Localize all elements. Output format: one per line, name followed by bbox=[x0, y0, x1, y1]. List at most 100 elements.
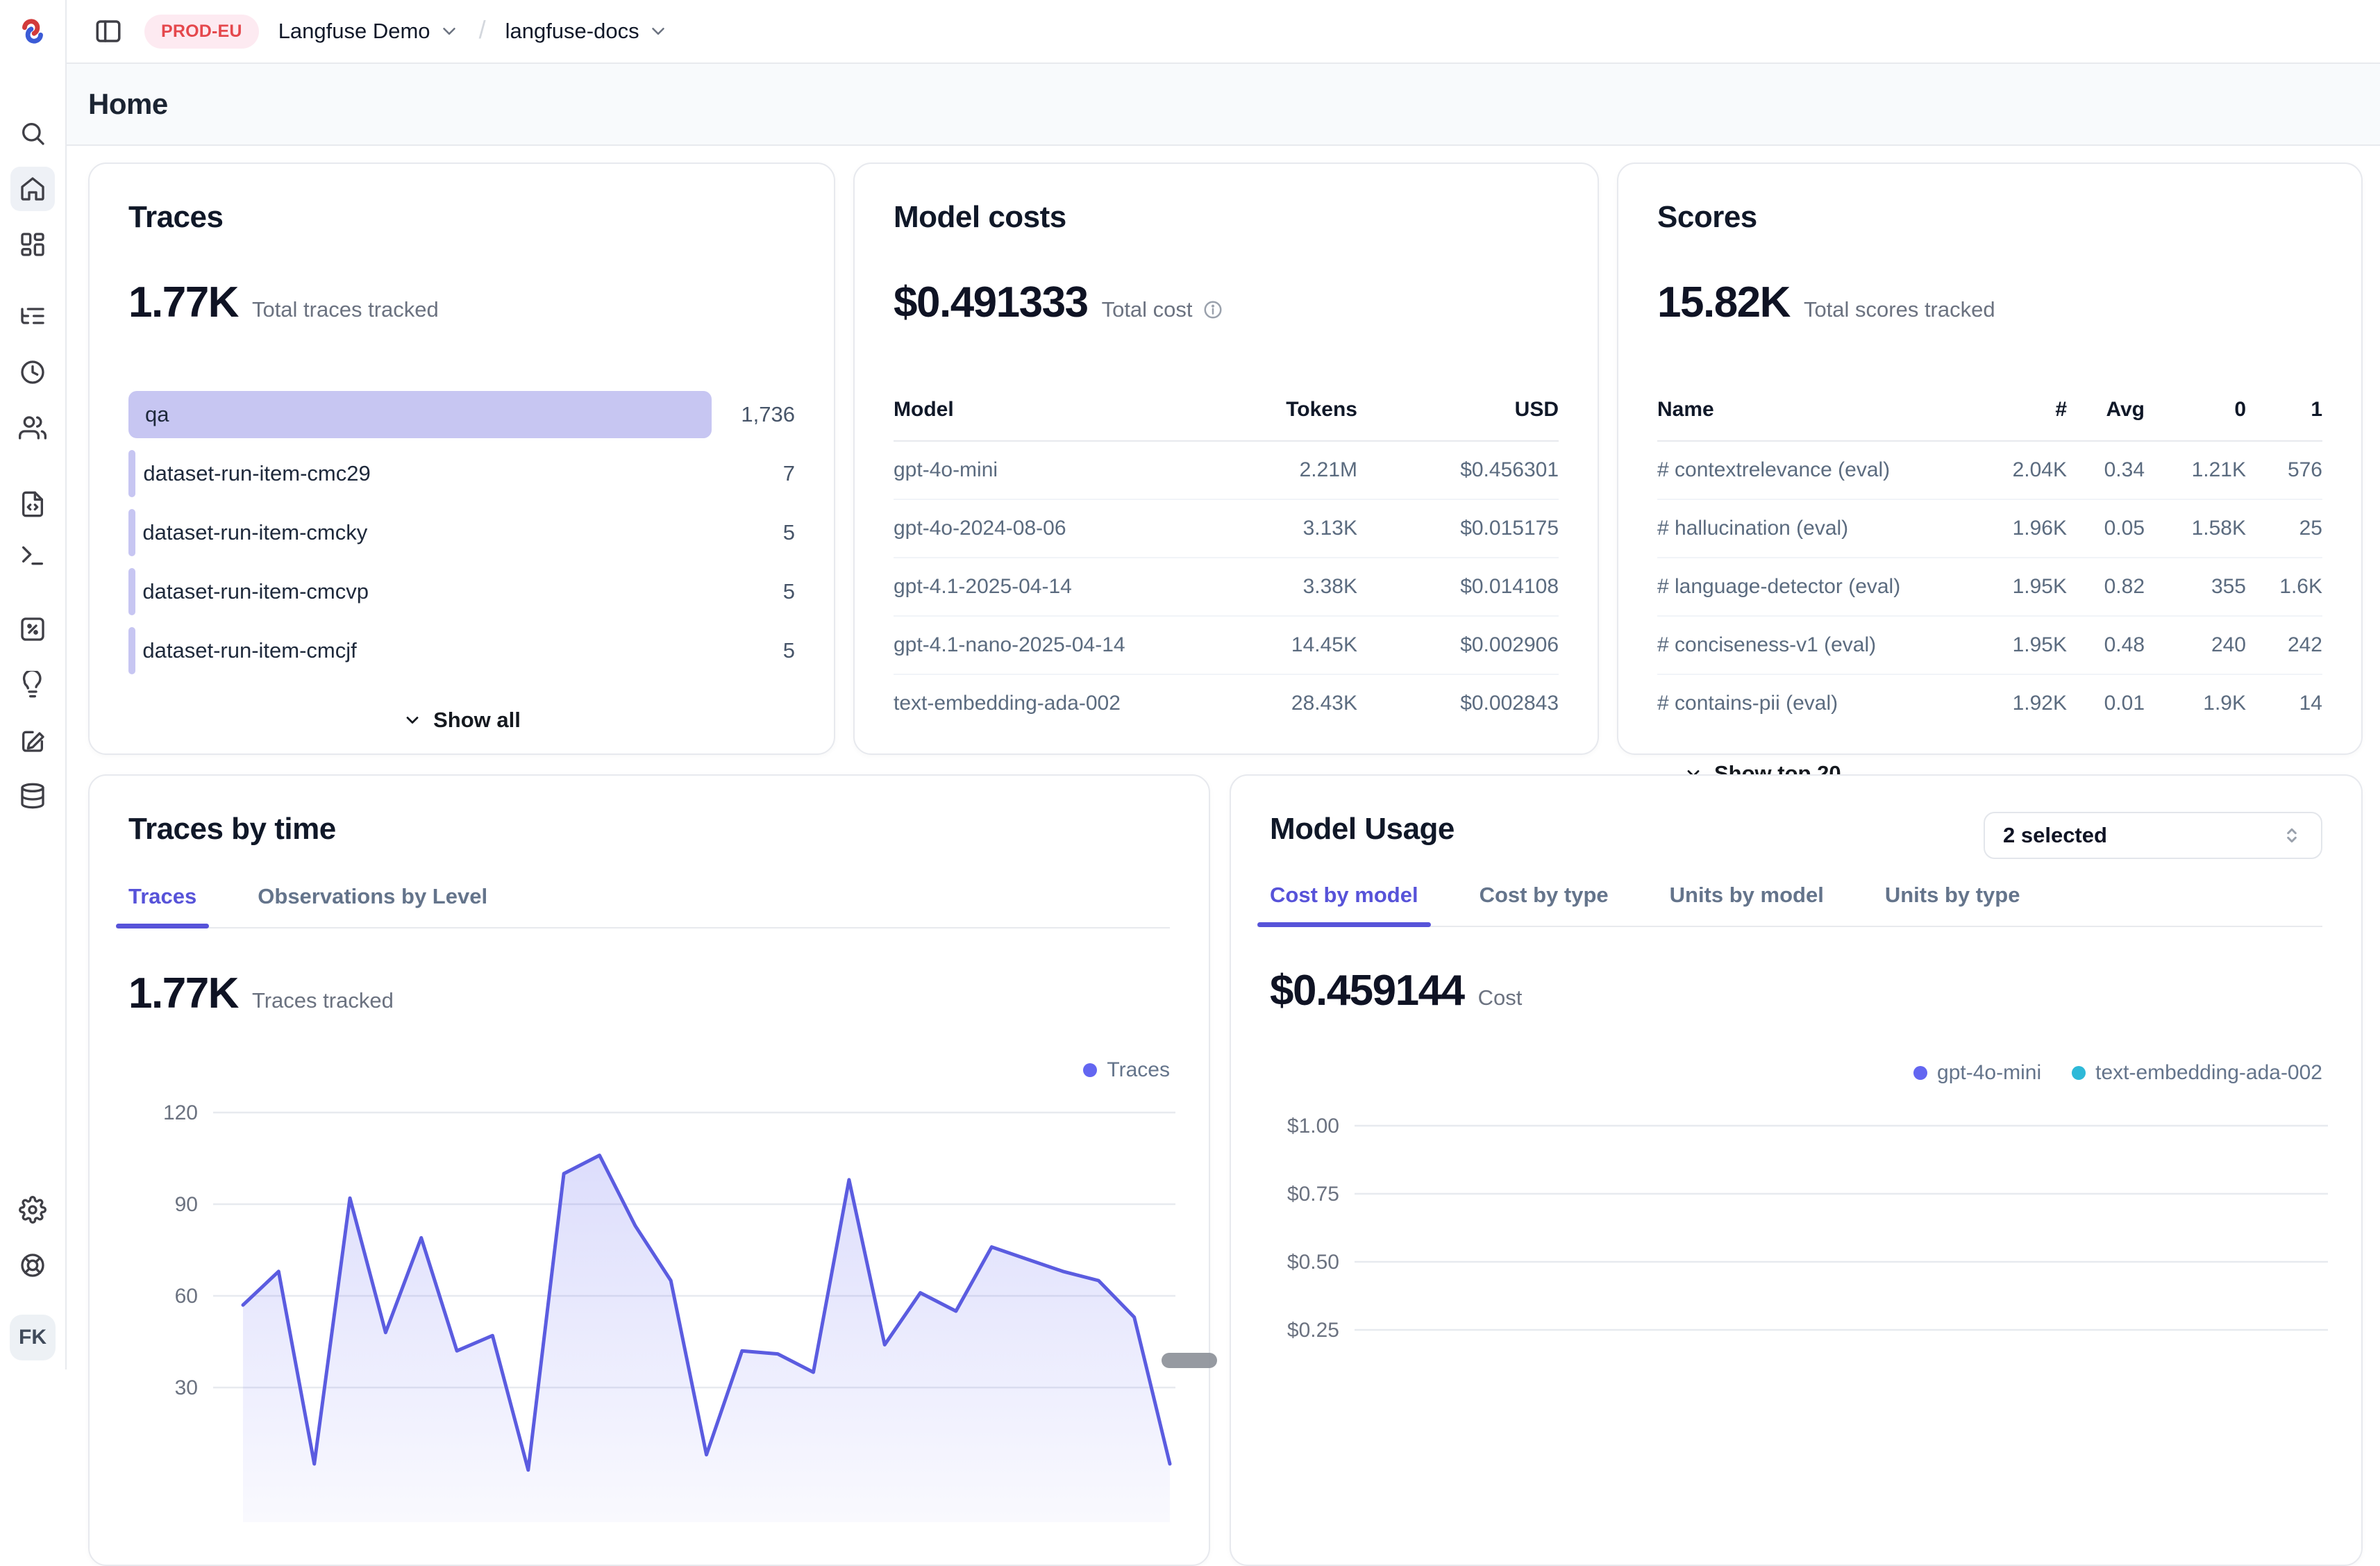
tab-observations-by-level[interactable]: Observations by Level bbox=[245, 884, 500, 927]
trace-list-item[interactable]: dataset-run-item-cmcjf 5 bbox=[128, 627, 795, 674]
trace-list-item[interactable]: dataset-run-item-cmcky 5 bbox=[128, 509, 795, 556]
tab-traces[interactable]: Traces bbox=[116, 884, 209, 927]
tab-units-by-type[interactable]: Units by type bbox=[1872, 883, 2033, 926]
scores-total: 15.82K bbox=[1657, 278, 1790, 327]
traces-subtitle: Total traces tracked bbox=[252, 297, 439, 322]
card-title: Traces by time bbox=[128, 812, 1170, 847]
scores-subtitle: Total scores tracked bbox=[1804, 297, 1995, 322]
trace-count: 1,736 bbox=[712, 402, 795, 427]
chevrons-up-down-icon bbox=[2281, 824, 2303, 847]
trace-label: dataset-run-item-cmcky bbox=[142, 520, 367, 545]
show-all-button[interactable]: Show all bbox=[128, 708, 795, 733]
horizontal-scrollbar-thumb[interactable] bbox=[1162, 1353, 1217, 1368]
page-title: Home bbox=[88, 88, 168, 121]
trace-label: dataset-run-item-cmc29 bbox=[143, 461, 370, 486]
annotation-queues-icon[interactable] bbox=[10, 718, 55, 763]
environment-badge[interactable]: PROD-EU bbox=[144, 15, 259, 49]
svg-text:90: 90 bbox=[175, 1193, 198, 1216]
sidebar: FK bbox=[0, 0, 67, 1369]
tracing-icon[interactable] bbox=[10, 294, 55, 338]
traces-card: Traces 1.77K Total traces tracked qa 1,73… bbox=[88, 163, 835, 755]
svg-text:30: 30 bbox=[175, 1376, 198, 1399]
chevron-down-icon bbox=[403, 710, 422, 730]
org-name: Langfuse Demo bbox=[278, 19, 430, 44]
svg-text:60: 60 bbox=[175, 1285, 198, 1308]
tab-cost-by-type[interactable]: Cost by type bbox=[1467, 883, 1621, 926]
trace-bar bbox=[128, 391, 712, 438]
total-cost: $0.491333 bbox=[894, 278, 1088, 327]
dashboards-icon[interactable] bbox=[10, 222, 55, 267]
trace-count: 5 bbox=[712, 520, 795, 545]
breadcrumb-separator: / bbox=[479, 15, 486, 44]
users-icon[interactable] bbox=[10, 406, 55, 450]
svg-text:120: 120 bbox=[163, 1101, 198, 1124]
project-selector[interactable]: langfuse-docs bbox=[505, 19, 669, 44]
user-avatar[interactable]: FK bbox=[10, 1315, 56, 1360]
prompts-icon[interactable] bbox=[10, 482, 55, 526]
svg-text:$0.25: $0.25 bbox=[1287, 1319, 1339, 1342]
chevron-down-icon bbox=[439, 21, 460, 42]
svg-text:$0.50: $0.50 bbox=[1287, 1251, 1339, 1274]
langfuse-logo[interactable] bbox=[18, 17, 47, 46]
playground-icon[interactable] bbox=[10, 533, 55, 578]
trace-label: dataset-run-item-cmcjf bbox=[142, 638, 356, 663]
legend-dot bbox=[1913, 1066, 1927, 1080]
traces-by-time-chart[interactable]: 120 90 60 30 bbox=[128, 1092, 1170, 1526]
legend-item: Traces bbox=[1083, 1058, 1170, 1082]
traces-total: 1.77K bbox=[128, 278, 238, 327]
search-icon[interactable] bbox=[10, 111, 55, 156]
insights-icon[interactable] bbox=[10, 663, 55, 707]
card-title: Model Usage bbox=[1270, 812, 1455, 847]
card-title: Traces bbox=[128, 200, 795, 235]
svg-text:$1.00: $1.00 bbox=[1287, 1115, 1339, 1138]
legend-dot bbox=[1083, 1063, 1097, 1077]
info-icon[interactable] bbox=[1202, 299, 1223, 320]
evaluations-icon[interactable] bbox=[10, 607, 55, 651]
card-title: Model costs bbox=[894, 200, 1559, 235]
traces-chart-legend: Traces bbox=[128, 1058, 1170, 1082]
trace-list-item[interactable]: dataset-run-item-cmc29 7 bbox=[128, 450, 795, 497]
trace-bar bbox=[128, 627, 135, 674]
page-header: Home bbox=[67, 64, 2380, 146]
traces-tracked-value: 1.77K bbox=[128, 969, 238, 1018]
trace-bar bbox=[128, 568, 135, 615]
support-icon[interactable] bbox=[10, 1243, 55, 1288]
datasets-icon[interactable] bbox=[10, 774, 55, 818]
trace-count: 7 bbox=[712, 461, 795, 486]
model-usage-tabs: Cost by model Cost by type Units by model U… bbox=[1257, 883, 2322, 927]
chevron-down-icon bbox=[648, 21, 669, 42]
trace-count: 5 bbox=[712, 638, 795, 663]
org-selector[interactable]: Langfuse Demo bbox=[278, 19, 460, 44]
legend-item: gpt-4o-mini bbox=[1913, 1061, 2041, 1085]
usage-cost-value: $0.459144 bbox=[1270, 966, 1464, 1015]
sessions-icon[interactable] bbox=[10, 350, 55, 394]
model-usage-chart[interactable]: $1.00$0.75$0.50$0.25 bbox=[1270, 1094, 2322, 1397]
tab-units-by-model[interactable]: Units by model bbox=[1657, 883, 1836, 926]
tab-cost-by-model[interactable]: Cost by model bbox=[1257, 883, 1431, 926]
trace-list-item[interactable]: qa 1,736 bbox=[128, 391, 795, 438]
usage-cost-subtitle: Cost bbox=[1478, 985, 1523, 1010]
sidebar-toggle-icon[interactable] bbox=[92, 15, 125, 48]
home-icon[interactable] bbox=[10, 167, 55, 211]
project-name: langfuse-docs bbox=[505, 19, 639, 44]
settings-icon[interactable] bbox=[10, 1188, 55, 1232]
trace-count: 5 bbox=[712, 579, 795, 604]
model-select-dropdown[interactable]: 2 selected bbox=[1984, 812, 2322, 859]
trace-label: qa bbox=[145, 402, 169, 427]
